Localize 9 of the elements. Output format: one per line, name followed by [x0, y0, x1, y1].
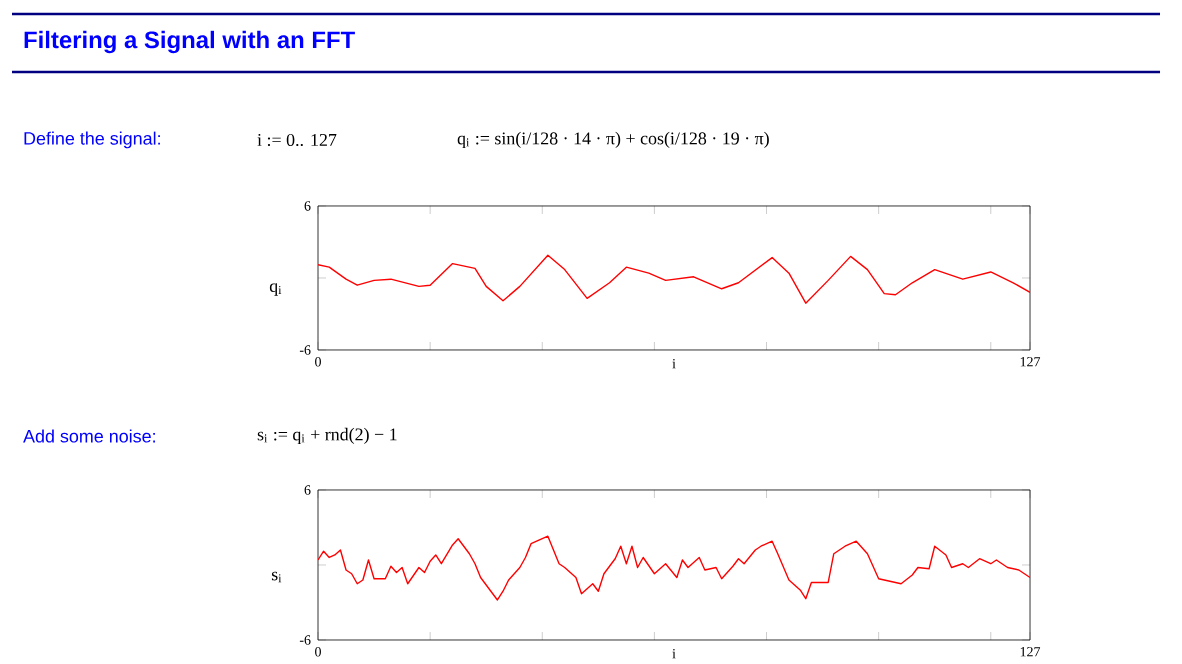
- y-axis-title: q$_{i}$: [269, 282, 282, 296]
- text: q$_{i}$ := sin(i/128 · 14 · π) + cos(i/128 · 19 · π): [457, 131, 769, 148]
- y-axis-title: s$_{i}$: [271, 571, 282, 582]
- text: Add some noise:: [23, 428, 155, 443]
- line-series: [318, 254, 1031, 304]
- text: i := 0.. 127: [257, 133, 337, 146]
- chart-title: Filtering a Signal with an FFT: [24, 30, 355, 53]
- text: s$_{i}$ := q$_{i}$ + rnd(2) − 1: [257, 427, 397, 444]
- text: Define the signal:: [24, 131, 160, 148]
